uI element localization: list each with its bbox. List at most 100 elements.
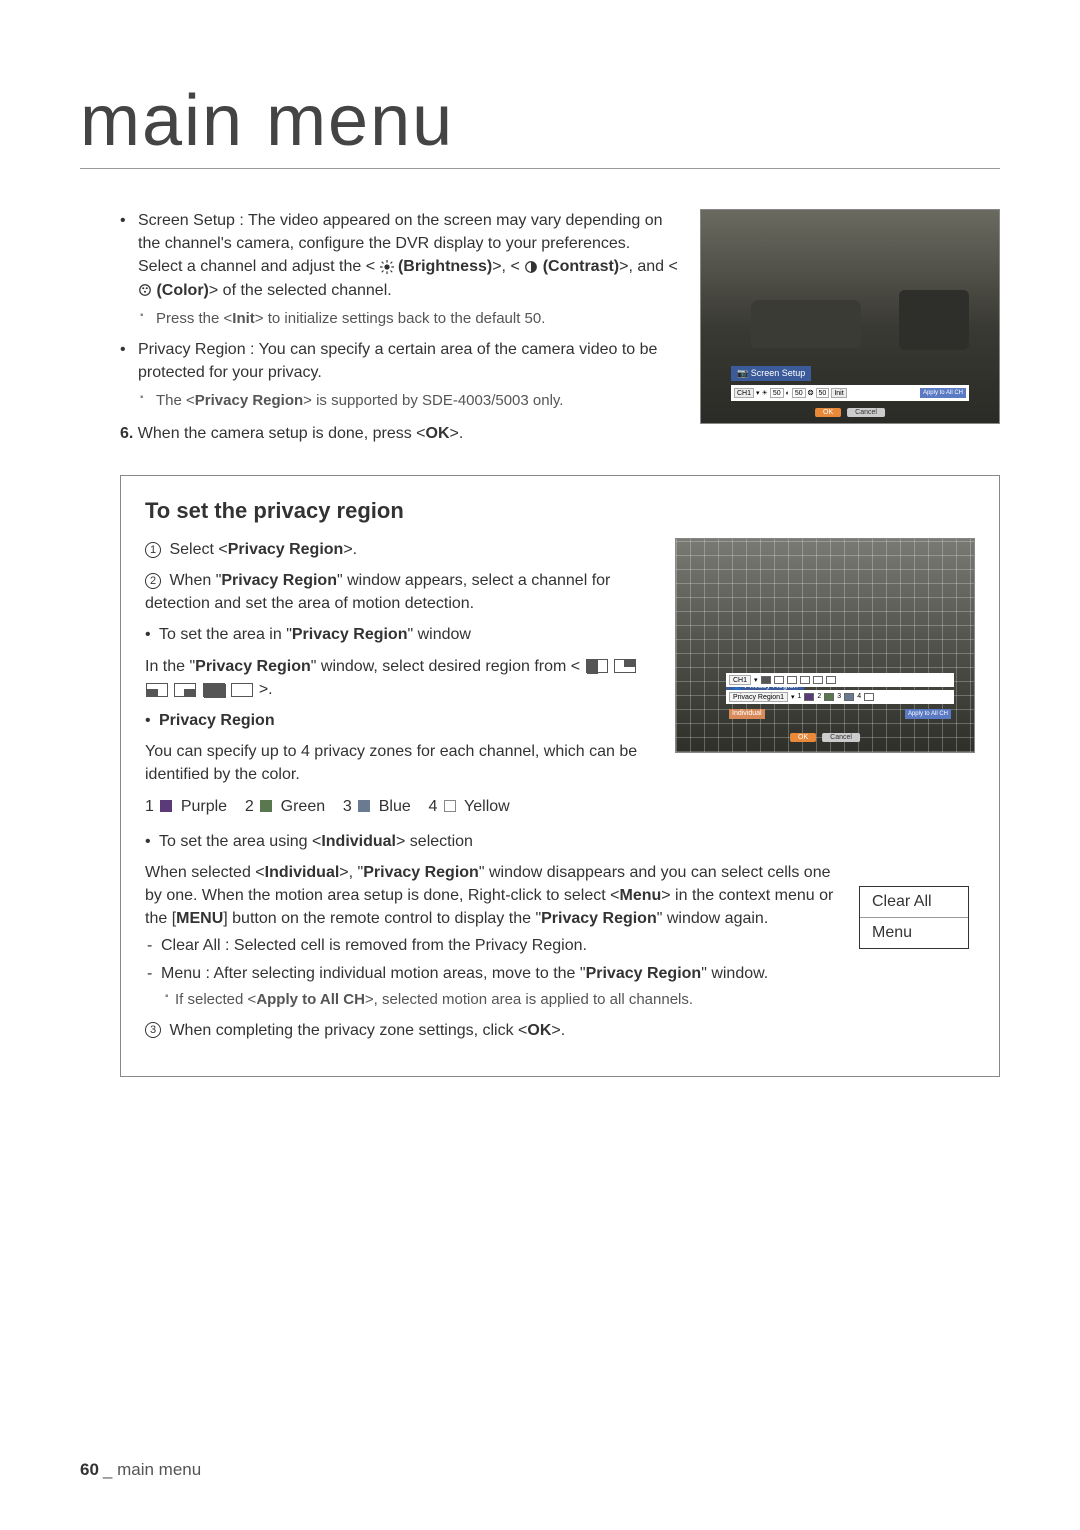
dash2-a: Menu : After selecting individual motion… [161, 965, 586, 982]
ch-dropdown[interactable]: CH1 [729, 675, 751, 685]
privacy-step-3: 3 When completing the privacy zone setti… [145, 1019, 975, 1042]
individual-button[interactable]: Individual [729, 709, 765, 719]
applynote-bold: Apply to All CH [256, 991, 365, 1008]
color-legend: 1 Purple 2 Green 3 Blue 4 Yellow [145, 795, 655, 818]
step2-a: When " [169, 572, 221, 589]
region-preset[interactable] [800, 676, 810, 684]
brightness-label: (Brightness) [398, 258, 492, 275]
init-note: Press the <Init> to initialize settings … [120, 308, 680, 330]
c4-num: 4 [429, 798, 438, 815]
cancel-button[interactable]: Cancel [847, 408, 885, 417]
region-swatch-5 [203, 683, 225, 697]
setarea-b: " window [407, 626, 470, 643]
ok-button[interactable]: OK [790, 733, 816, 742]
c2-num: 2 [245, 798, 254, 815]
privacy-step-1: 1 Select <Privacy Region>. [145, 538, 655, 561]
brightness-icon [380, 260, 394, 274]
blue-swatch [358, 800, 370, 812]
region-preset[interactable] [813, 676, 823, 684]
privacy-step-2: 2 When "Privacy Region" window appears, … [145, 569, 655, 615]
brightness-value[interactable]: 50 [770, 388, 784, 398]
contrast-value[interactable]: 50 [792, 388, 806, 398]
inwindow-bold: Privacy Region [195, 658, 311, 675]
apply-all-note: If selected <Apply to All CH>, selected … [145, 989, 975, 1011]
privacy-region-screenshot: 👤 Privacy Region CH1▾ Privacy Region1▾ 1… [675, 538, 975, 753]
select-channel-suffix: > of the selected channel. [209, 282, 392, 299]
ok-cancel-row: OK Cancel [815, 408, 885, 417]
apply-all-button[interactable]: Apply to All CH [905, 709, 951, 719]
init-note-b: > to initialize settings back to the def… [255, 310, 546, 327]
apply-all-button[interactable]: Apply to All CH [920, 388, 966, 398]
privacy-label: Privacy Region [138, 341, 246, 358]
c1-num: 1 [145, 798, 154, 815]
screen-setup-label: Screen Setup [138, 212, 235, 229]
set-area-bullet: To set the area in "Privacy Region" wind… [145, 623, 655, 646]
zone2-swatch[interactable] [824, 693, 834, 701]
context-clear-all[interactable]: Clear All [860, 887, 968, 918]
circled-2: 2 [145, 573, 161, 589]
privacy-region-heading: Privacy Region [145, 709, 655, 732]
cancel-button[interactable]: Cancel [822, 733, 860, 742]
region-dropdown[interactable]: Privacy Region1 [729, 692, 788, 702]
color-icon [138, 283, 152, 297]
region-preset[interactable] [826, 676, 836, 684]
step1-a: Select < [169, 541, 227, 558]
sep1: >, < [492, 258, 520, 275]
contrast-icon [524, 260, 538, 274]
c3-num: 3 [343, 798, 352, 815]
color-value[interactable]: 50 [816, 388, 830, 398]
region-preset[interactable] [774, 676, 784, 684]
zone3-swatch[interactable] [844, 693, 854, 701]
region-preset[interactable] [761, 676, 771, 684]
screen-setup-screenshot: 📷 Screen Setup CH1▾ ☀50 ◐50 ❂50 Init App… [700, 209, 1000, 424]
region-swatch-2 [614, 659, 636, 673]
privacy-note-a: The < [156, 392, 195, 409]
privacy-support-note: The <Privacy Region> is supported by SDE… [120, 390, 680, 412]
privacy-note-bold: Privacy Region [195, 392, 303, 409]
privacy-section-title: To set the privacy region [145, 498, 975, 524]
contrast-label: (Contrast) [543, 258, 619, 275]
ip-pr2: Privacy Region [541, 910, 657, 927]
step3-bold: OK [527, 1022, 551, 1039]
privacy-ok-cancel: OK Cancel [790, 733, 860, 742]
n2: 2 [817, 693, 821, 700]
page-footer: 60_ main menu [80, 1460, 201, 1480]
init-bold: Init [232, 310, 255, 327]
brightness-icon: ☀ [762, 389, 768, 397]
region-swatch-4 [174, 683, 196, 697]
inwindow-a: In the " [145, 658, 195, 675]
ch-dropdown[interactable]: CH1 [734, 388, 754, 398]
ok-button[interactable]: OK [815, 408, 841, 417]
step6-num: 6. [120, 425, 133, 442]
privacy-region-section: To set the privacy region 1 Select <Priv… [120, 475, 1000, 1077]
privacy-section-flex: 1 Select <Privacy Region>. 2 When "Priva… [145, 538, 975, 818]
pr-heading: Privacy Region [159, 712, 275, 729]
dash2-bold: Privacy Region [586, 965, 702, 982]
zone4-swatch[interactable] [864, 693, 874, 701]
step3-b: >. [551, 1022, 565, 1039]
zone1-swatch[interactable] [804, 693, 814, 701]
screen-setup-bullet: Screen Setup : The video appeared on the… [120, 209, 680, 302]
privacy-section-text: 1 Select <Privacy Region>. 2 When "Priva… [145, 538, 655, 818]
context-menu-item[interactable]: Menu [860, 918, 968, 948]
screen-setup-header: 📷 Screen Setup [731, 366, 811, 381]
clear-all-desc: Clear All : Selected cell is removed fro… [145, 934, 975, 957]
car-shape [899, 290, 969, 350]
init-button[interactable]: Init [831, 388, 846, 398]
yellow-swatch [444, 800, 456, 812]
pr-desc: You can specify up to 4 privacy zones fo… [145, 740, 655, 786]
individual-bullet: To set the area using <Individual> selec… [145, 830, 975, 853]
in-window-line: In the "Privacy Region" window, select d… [145, 655, 655, 701]
individual-paragraph: When selected <Individual>, "Privacy Reg… [145, 861, 975, 931]
top-content-row: Screen Setup : The video appeared on the… [80, 209, 1000, 445]
purple-swatch [160, 800, 172, 812]
setarea-bold: Privacy Region [292, 626, 408, 643]
ip-e: ] button on the remote control to displa… [223, 910, 541, 927]
circled-1: 1 [145, 542, 161, 558]
footer-label: main menu [117, 1460, 201, 1479]
region-preset[interactable] [787, 676, 797, 684]
ip-pr1: Privacy Region [363, 864, 479, 881]
screen-setup-header-text: Screen Setup [751, 368, 806, 378]
indiv-a: To set the area using < [159, 833, 321, 850]
color-label: (Color) [156, 282, 208, 299]
